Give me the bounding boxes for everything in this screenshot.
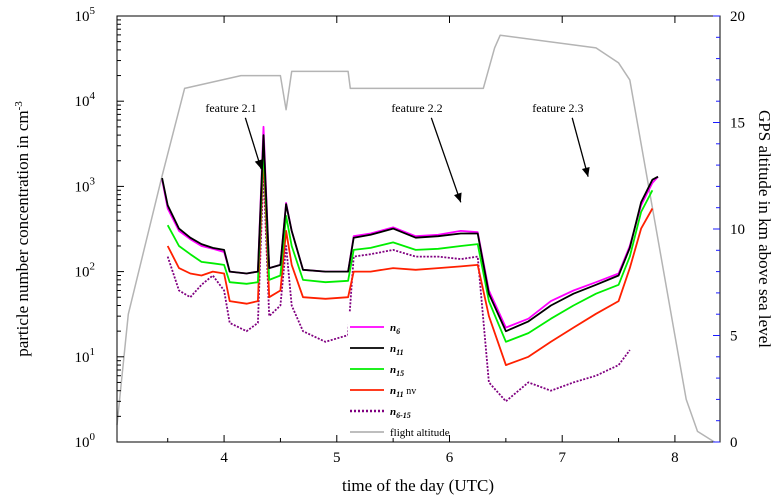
y-left-tick-exp: 1 — [90, 346, 96, 358]
legend-subscript: 15 — [396, 369, 404, 378]
x-tick-label: 8 — [671, 450, 679, 466]
annotation-arrow — [571, 117, 589, 177]
x-tick-label: 6 — [446, 450, 454, 466]
annotation-label: feature 2.1 — [205, 101, 256, 115]
y-right-tick-label: 5 — [730, 329, 738, 345]
y-left-tick-exp: 2 — [90, 261, 96, 273]
x-tick-label: 5 — [333, 450, 341, 466]
series-line-n11 — [161, 134, 659, 333]
x-tick-label: 4 — [220, 450, 228, 466]
y-left-tick-exp: 0 — [90, 431, 96, 443]
legend-label: flight altitude — [390, 427, 450, 439]
legend-subscript: 11 — [396, 348, 404, 357]
y-left-tick-label: 102 — [75, 261, 96, 281]
y-axis-left-title: particle number concentration in cm-3 — [13, 101, 32, 357]
y-left-tick-label: 104 — [75, 90, 96, 110]
legend-entry-n15: n15 — [390, 364, 404, 378]
annotation-arrowhead — [454, 192, 462, 203]
y-right-tick-label: 15 — [730, 116, 745, 132]
series-line-alt — [116, 34, 715, 443]
legend-label: n — [390, 364, 396, 376]
y-left-tick-base: 10 — [75, 265, 90, 281]
y-left-tick-label: 100 — [75, 431, 96, 451]
legend-entry-n11nv: n11 nv — [390, 385, 416, 399]
y-left-tick-base: 10 — [75, 350, 90, 366]
series-line-n11nv — [166, 151, 654, 367]
y-right-tick-label: 20 — [730, 9, 745, 25]
legend-label: n — [390, 343, 396, 355]
annotation-arrowhead — [254, 159, 263, 170]
legend-label: n — [390, 385, 396, 397]
legend-suffix: nv — [404, 386, 417, 397]
y-right-tick-label: 10 — [730, 222, 745, 238]
y-left-tick-base: 10 — [75, 179, 90, 195]
y-left-tick-base: 10 — [75, 9, 90, 25]
series-layer — [116, 34, 715, 443]
legend-label: n — [390, 322, 396, 334]
annotation-label: feature 2.2 — [391, 101, 442, 115]
legend-entry-n6: n6 — [390, 322, 400, 336]
series-line-n15 — [166, 144, 654, 343]
y-right-tick-label: 0 — [730, 435, 738, 451]
legend-entry-n6_15: n6-15 — [390, 406, 411, 420]
annotation-arrowhead — [581, 166, 590, 177]
x-tick-label: 7 — [558, 450, 566, 466]
y-left-tick-exp: 5 — [90, 5, 96, 17]
y-left-tick-label: 105 — [75, 5, 96, 25]
legend-subscript: 11 — [396, 390, 404, 399]
legend-entry-n11: n11 — [390, 343, 404, 357]
legend-background — [348, 312, 472, 440]
legend-subscript: 6 — [396, 327, 400, 336]
y-left-tick-label: 101 — [75, 346, 96, 366]
legend-entry-alt: flight altitude — [390, 427, 450, 439]
annotation-label: feature 2.3 — [532, 101, 583, 115]
y-left-tick-exp: 4 — [90, 90, 96, 102]
y-left-tick-label: 103 — [75, 175, 96, 195]
y-left-tick-exp: 3 — [90, 175, 96, 187]
annotation-layer: feature 2.1 feature 2.2 feature 2.3 — [205, 101, 590, 203]
y-axis-right-title: GPS altitude in km above sea level — [755, 110, 774, 348]
y-left-tick-base: 10 — [75, 435, 90, 451]
x-axis-title: time of the day (UTC) — [342, 476, 494, 495]
annotation-arrow — [430, 117, 462, 203]
legend-subscript: 6-15 — [396, 411, 411, 420]
legend-label: n — [390, 406, 396, 418]
y-left-tick-base: 10 — [75, 94, 90, 110]
